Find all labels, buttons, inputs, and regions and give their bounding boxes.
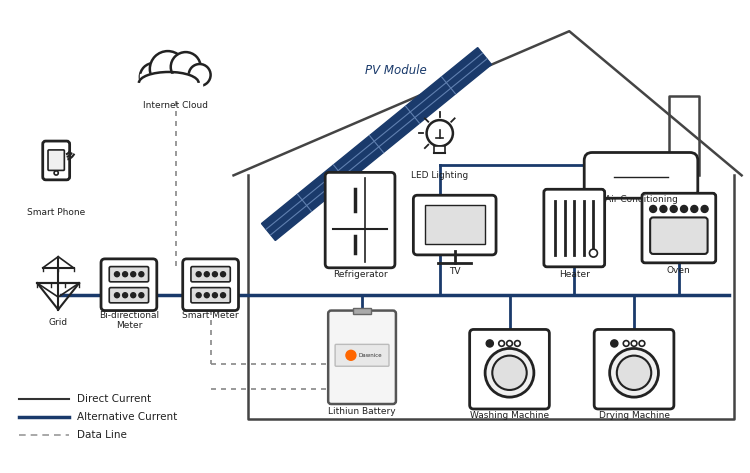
Text: PV Module: PV Module [365, 64, 427, 78]
Circle shape [220, 293, 226, 298]
FancyBboxPatch shape [328, 311, 396, 404]
Text: LED Lighting: LED Lighting [411, 171, 469, 180]
Text: Drying Machine: Drying Machine [598, 411, 670, 420]
Text: Smart Meter: Smart Meter [182, 311, 239, 320]
Circle shape [122, 293, 128, 298]
Circle shape [220, 272, 226, 277]
Circle shape [486, 340, 494, 347]
Text: Air Conditioning: Air Conditioning [604, 195, 677, 204]
FancyBboxPatch shape [110, 288, 148, 303]
FancyBboxPatch shape [584, 152, 698, 198]
Circle shape [499, 341, 505, 346]
FancyBboxPatch shape [594, 330, 674, 409]
Bar [424, 205, 484, 244]
FancyBboxPatch shape [110, 267, 148, 282]
FancyBboxPatch shape [642, 193, 716, 263]
Text: Dawnice: Dawnice [358, 353, 382, 358]
Text: TV: TV [449, 267, 460, 276]
Circle shape [140, 63, 168, 91]
Circle shape [691, 205, 698, 212]
Text: Oven: Oven [667, 266, 691, 275]
Text: Lithiun Battery: Lithiun Battery [328, 407, 396, 416]
Circle shape [189, 64, 211, 86]
Circle shape [115, 293, 119, 298]
FancyBboxPatch shape [544, 189, 604, 267]
Circle shape [130, 293, 136, 298]
Circle shape [139, 272, 144, 277]
FancyBboxPatch shape [650, 218, 707, 254]
Circle shape [115, 272, 119, 277]
Circle shape [346, 350, 356, 360]
Circle shape [623, 341, 629, 346]
Circle shape [485, 349, 534, 397]
Polygon shape [262, 48, 491, 240]
FancyBboxPatch shape [335, 344, 389, 366]
Circle shape [492, 356, 526, 390]
Circle shape [427, 120, 453, 146]
Text: Grid: Grid [49, 317, 68, 326]
Text: Bi-directional
Meter: Bi-directional Meter [99, 311, 159, 330]
Circle shape [212, 272, 217, 277]
Circle shape [122, 272, 128, 277]
Text: Data Line: Data Line [77, 430, 127, 440]
Bar [434, 146, 445, 154]
Circle shape [150, 51, 186, 87]
Text: Alternative Current: Alternative Current [77, 412, 177, 422]
FancyBboxPatch shape [43, 141, 70, 180]
Circle shape [204, 272, 209, 277]
Text: Direct Current: Direct Current [77, 394, 152, 404]
Circle shape [680, 205, 688, 212]
FancyBboxPatch shape [352, 307, 371, 314]
Text: Internet Cloud: Internet Cloud [143, 101, 208, 110]
Circle shape [212, 293, 217, 298]
Circle shape [610, 340, 618, 347]
FancyBboxPatch shape [470, 330, 549, 409]
Circle shape [610, 349, 658, 397]
Circle shape [196, 272, 201, 277]
Circle shape [650, 205, 656, 212]
FancyBboxPatch shape [326, 172, 395, 268]
Circle shape [196, 293, 201, 298]
FancyBboxPatch shape [413, 195, 496, 255]
Circle shape [171, 52, 201, 82]
Circle shape [54, 171, 58, 175]
Circle shape [632, 341, 637, 346]
Circle shape [616, 356, 651, 390]
Circle shape [507, 341, 512, 346]
Text: Smart Phone: Smart Phone [27, 208, 86, 217]
FancyBboxPatch shape [183, 259, 238, 311]
FancyBboxPatch shape [191, 267, 230, 282]
Circle shape [514, 341, 520, 346]
Circle shape [130, 272, 136, 277]
Bar [140, 74, 202, 96]
Text: Refrigerator: Refrigerator [333, 270, 387, 279]
FancyBboxPatch shape [191, 288, 230, 303]
FancyBboxPatch shape [101, 259, 157, 311]
Circle shape [670, 205, 677, 212]
Circle shape [204, 293, 209, 298]
Text: Heater: Heater [559, 270, 590, 279]
Circle shape [701, 205, 708, 212]
Circle shape [660, 205, 667, 212]
Text: Washing Machine: Washing Machine [470, 411, 549, 420]
Circle shape [590, 249, 598, 257]
FancyBboxPatch shape [48, 150, 64, 170]
Circle shape [639, 341, 645, 346]
Circle shape [139, 293, 144, 298]
